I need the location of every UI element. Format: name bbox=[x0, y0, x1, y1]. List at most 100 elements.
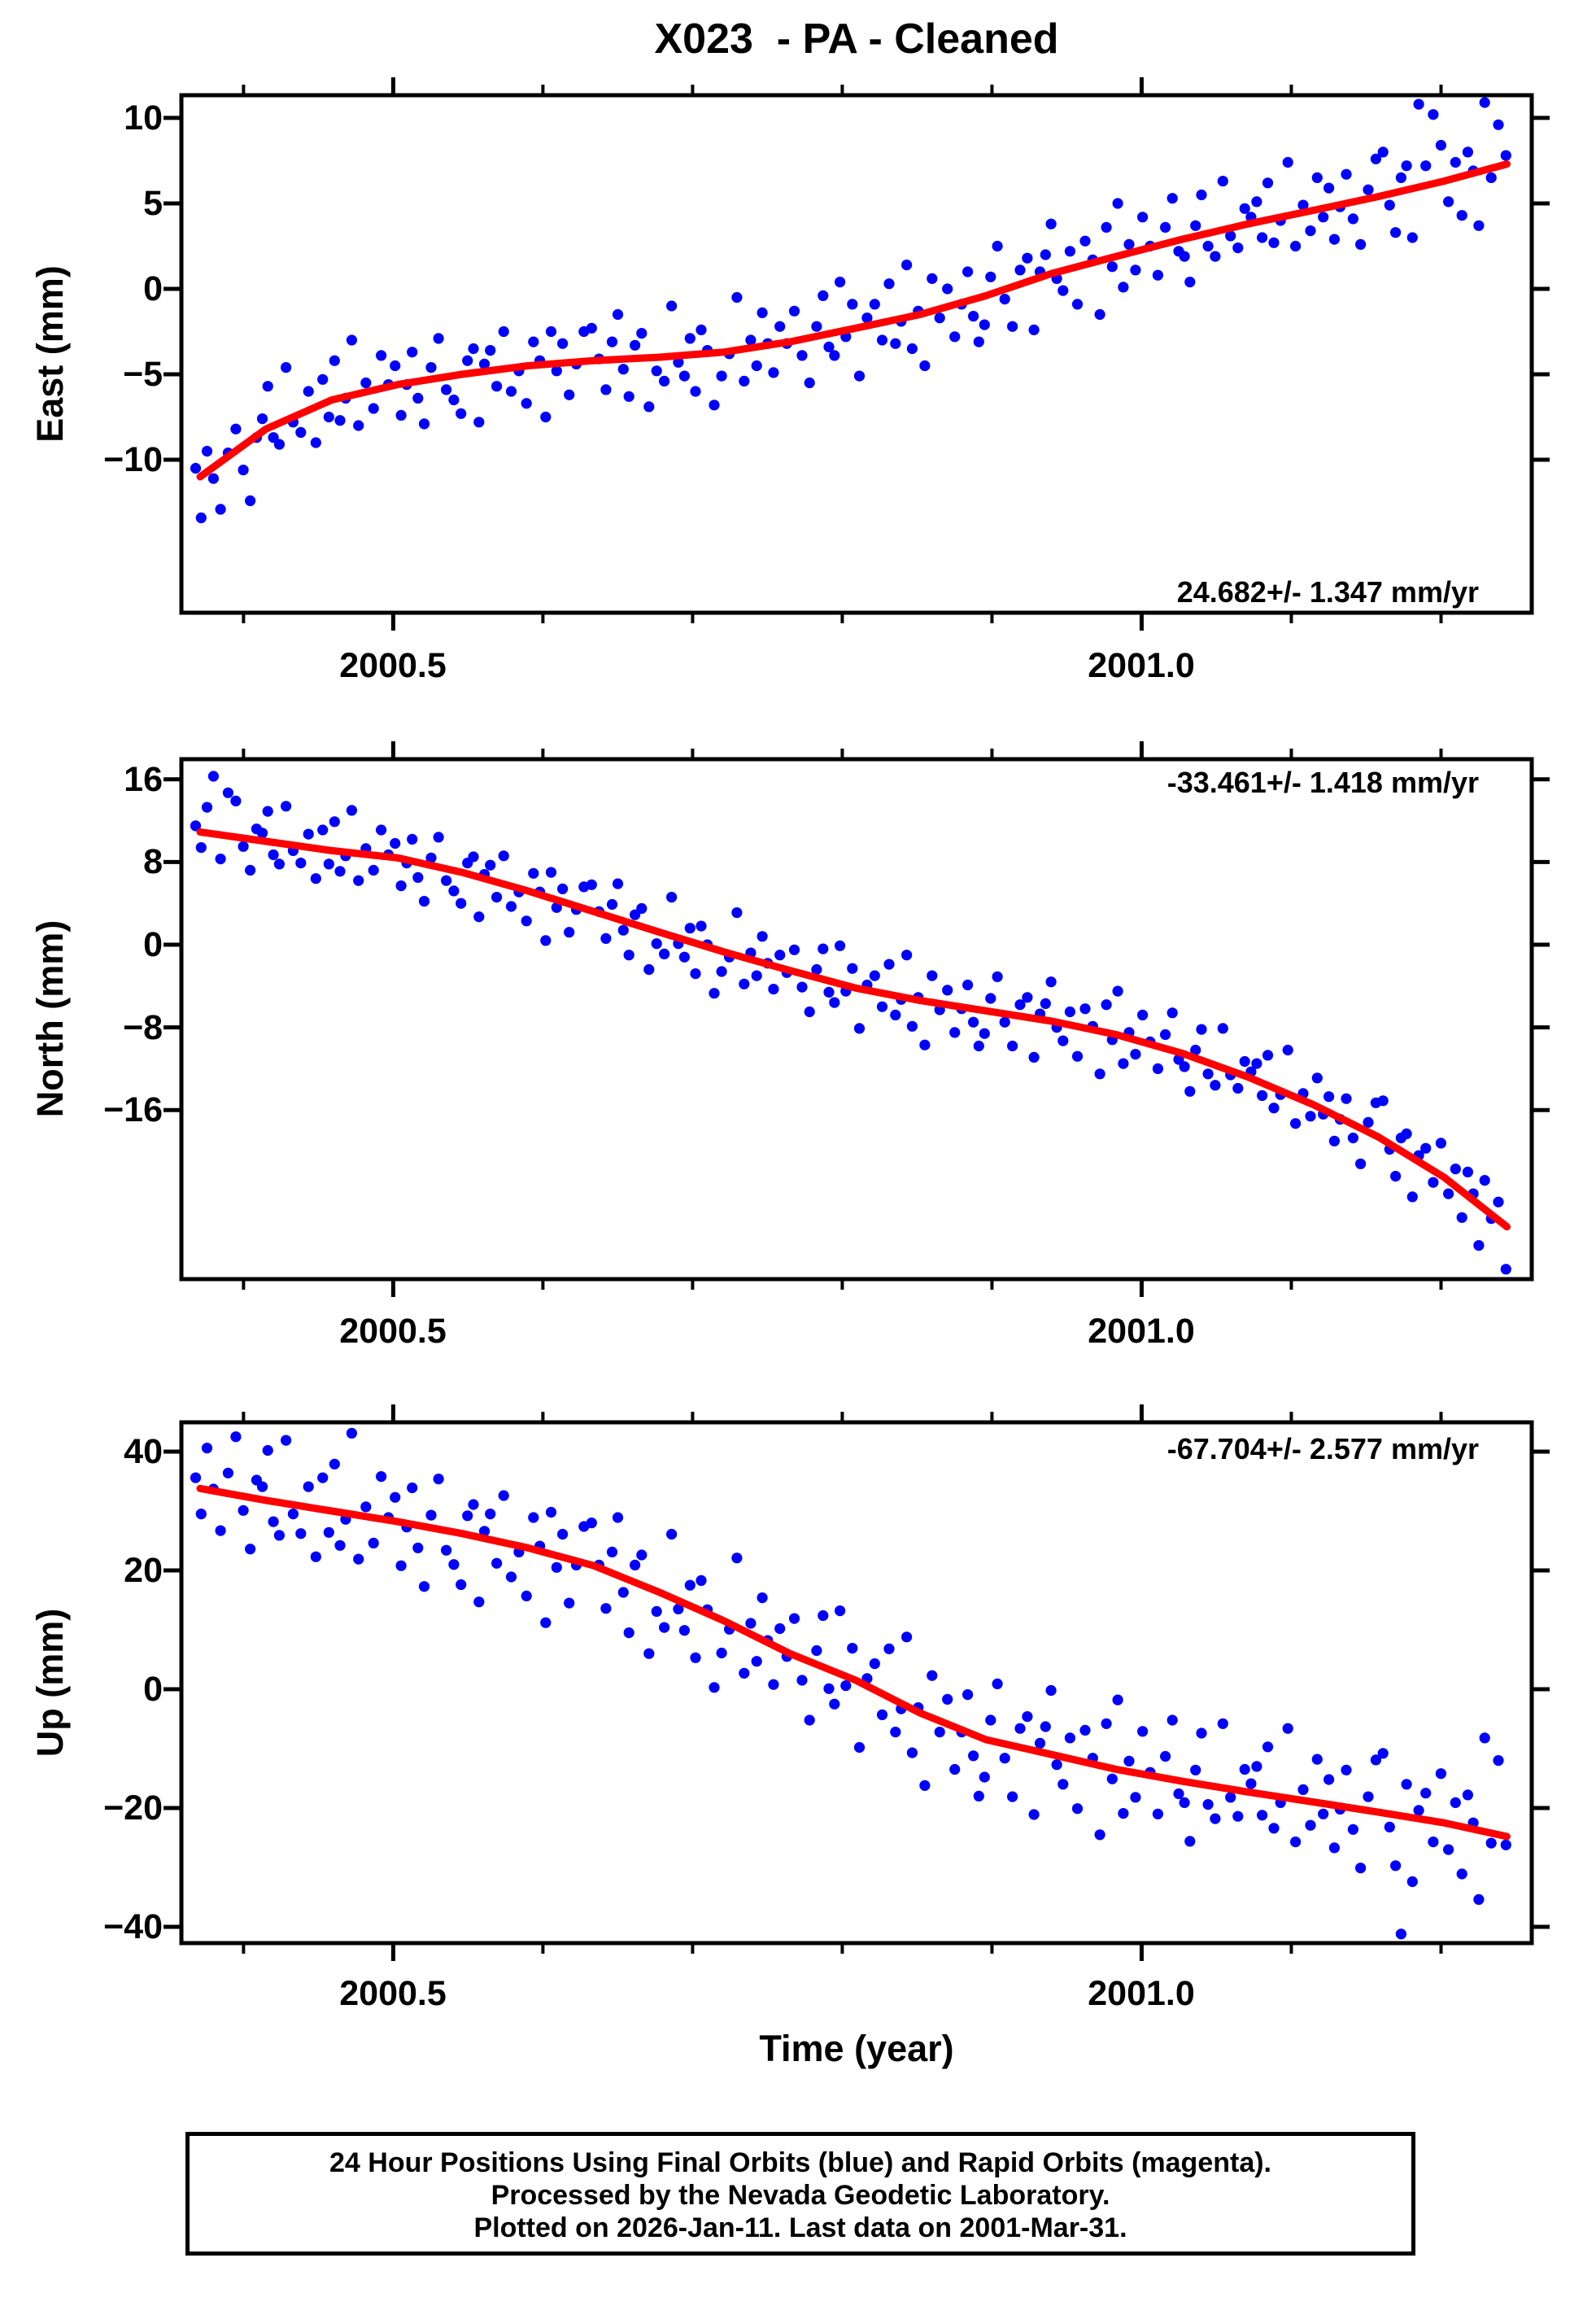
up-data-point bbox=[1071, 1803, 1084, 1815]
up-data-point bbox=[334, 1540, 346, 1551]
north-data-point bbox=[1210, 1080, 1221, 1091]
up-data-point bbox=[564, 1597, 575, 1609]
up-data-point bbox=[368, 1537, 379, 1548]
up-data-point bbox=[1370, 1754, 1381, 1766]
footer-box: 24 Hour Positions Using Final Orbits (bl… bbox=[185, 2132, 1415, 2256]
north-data-point bbox=[1064, 1006, 1075, 1018]
east-data-point bbox=[1184, 277, 1196, 288]
north-data-point bbox=[1363, 1116, 1374, 1128]
north-data-point bbox=[1118, 1058, 1129, 1069]
y-tick-label: 20 bbox=[124, 1550, 163, 1590]
east-data-point bbox=[811, 321, 822, 332]
up-data-point bbox=[1390, 1860, 1402, 1871]
north-data-point bbox=[788, 944, 800, 955]
up-data-point bbox=[673, 1603, 684, 1614]
up-data-point bbox=[418, 1581, 430, 1592]
up-data-point bbox=[407, 1482, 418, 1494]
north-data-point bbox=[617, 924, 629, 936]
east-data-point bbox=[1456, 210, 1467, 221]
up-data-point bbox=[829, 1698, 840, 1710]
east-data-point bbox=[1390, 227, 1402, 238]
east-data-point bbox=[262, 381, 273, 392]
north-data-point bbox=[716, 966, 727, 977]
north-data-point bbox=[757, 931, 768, 942]
up-data-point bbox=[985, 1714, 996, 1726]
east-data-point bbox=[1137, 212, 1149, 223]
north-data-point bbox=[557, 883, 569, 894]
east-data-point bbox=[751, 360, 762, 372]
east-data-point bbox=[745, 334, 757, 346]
east-data-point bbox=[1112, 198, 1123, 209]
east-data-point bbox=[949, 331, 961, 343]
up-data-point bbox=[1040, 1721, 1051, 1732]
east-data-point bbox=[623, 391, 634, 402]
east-data-point bbox=[796, 350, 808, 361]
east-data-point bbox=[1305, 225, 1316, 237]
east-data-point bbox=[659, 375, 670, 387]
north-data-point bbox=[1377, 1095, 1389, 1107]
north-data-point bbox=[245, 864, 256, 876]
east-data-point bbox=[1318, 212, 1329, 223]
north-data-point bbox=[586, 879, 597, 890]
up-data-point bbox=[1137, 1726, 1149, 1737]
east-data-point bbox=[818, 290, 829, 301]
north-data-point bbox=[412, 871, 424, 883]
up-data-point bbox=[1232, 1810, 1244, 1822]
up-data-point bbox=[962, 1689, 974, 1701]
east-data-point bbox=[473, 417, 485, 428]
up-data-point bbox=[329, 1458, 340, 1470]
east-data-point bbox=[1401, 160, 1412, 172]
up-data-point bbox=[462, 1510, 473, 1522]
east-data-point bbox=[1420, 160, 1432, 172]
up-data-point bbox=[606, 1546, 618, 1557]
north-data-point bbox=[425, 852, 437, 863]
east-data-point bbox=[238, 465, 249, 476]
up-data-point bbox=[540, 1617, 552, 1628]
east-data-point bbox=[1443, 196, 1454, 207]
up-data-point bbox=[1262, 1741, 1274, 1753]
up-data-point bbox=[876, 1709, 888, 1720]
up-data-point bbox=[804, 1714, 815, 1726]
east-data-point bbox=[1413, 98, 1424, 110]
east-data-point bbox=[586, 322, 597, 334]
east-data-point bbox=[942, 283, 953, 295]
north-data-point bbox=[230, 795, 242, 807]
north-data-point bbox=[1202, 1068, 1214, 1080]
north-trend-line bbox=[196, 828, 1511, 1231]
east-data-point bbox=[1160, 221, 1171, 233]
north-data-point bbox=[979, 1028, 990, 1039]
east-data-point bbox=[606, 336, 618, 347]
x-axis-title: Time (year) bbox=[759, 2028, 954, 2069]
up-data-point bbox=[651, 1605, 662, 1617]
north-data-point bbox=[768, 984, 779, 995]
up-data-point bbox=[303, 1481, 314, 1492]
east-data-point bbox=[804, 377, 815, 389]
north-data-point bbox=[1160, 1029, 1171, 1041]
up-data-point bbox=[1485, 1837, 1497, 1849]
east-data-point bbox=[1500, 150, 1511, 161]
y-tick-label: 0 bbox=[143, 924, 163, 964]
up-data-point bbox=[273, 1530, 285, 1541]
x-tick-label: 2000.5 bbox=[339, 1312, 447, 1351]
up-data-point bbox=[1341, 1764, 1352, 1775]
east-data-point bbox=[201, 445, 213, 457]
east-data-point bbox=[1428, 109, 1439, 120]
east-data-point bbox=[962, 266, 974, 277]
up-data-point bbox=[478, 1526, 491, 1537]
east-data-point bbox=[934, 312, 945, 324]
up-data-point bbox=[757, 1592, 768, 1604]
north-data-point bbox=[1456, 1212, 1467, 1223]
north-data-point bbox=[1443, 1188, 1454, 1199]
north-data-point bbox=[985, 993, 996, 1004]
north-data-point bbox=[919, 1039, 931, 1050]
north-data-point bbox=[334, 866, 346, 877]
up-data-point bbox=[238, 1505, 249, 1516]
east-data-point bbox=[1179, 251, 1190, 262]
north-data-point bbox=[883, 959, 895, 970]
east-data-point bbox=[485, 345, 496, 356]
east-data-point bbox=[1268, 237, 1280, 248]
up-data-point bbox=[1363, 1791, 1374, 1802]
up-data-point bbox=[709, 1682, 720, 1693]
up-data-point bbox=[1420, 1788, 1432, 1799]
up-data-point bbox=[425, 1509, 437, 1521]
